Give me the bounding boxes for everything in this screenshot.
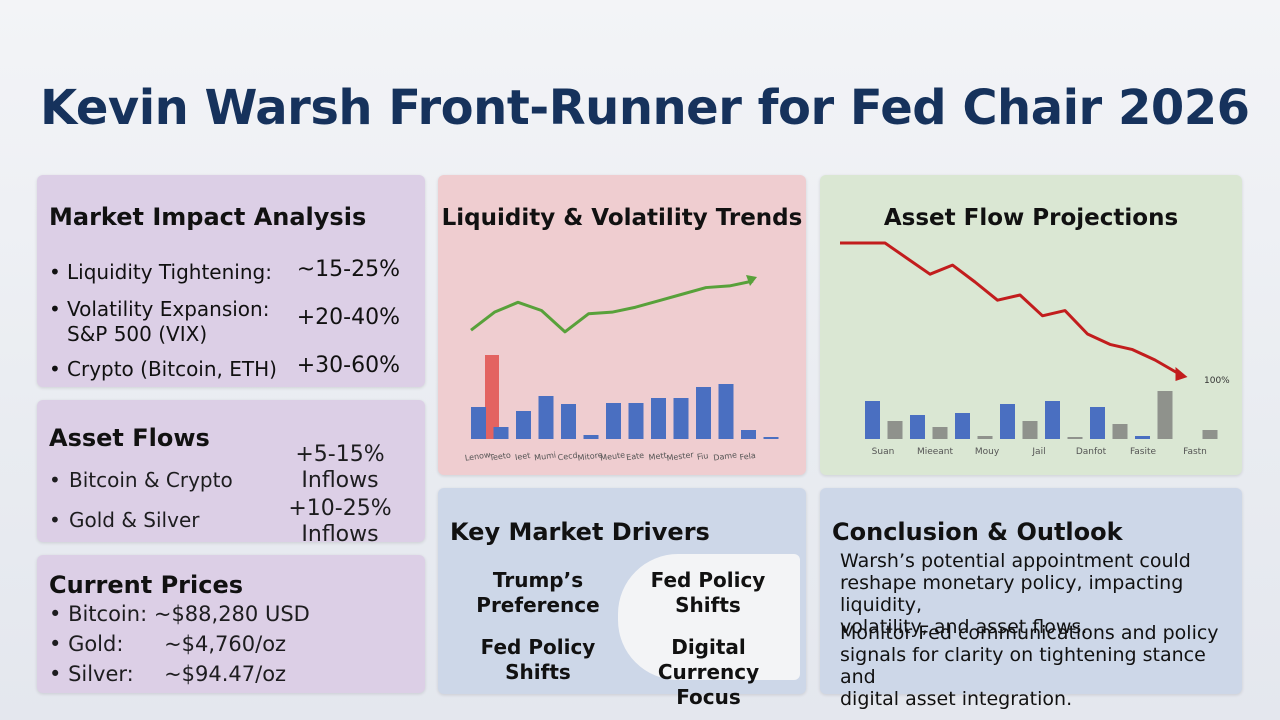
- bar: [538, 396, 554, 439]
- market-row-crypto: • Crypto (Bitcoin, ETH): [49, 357, 277, 381]
- x-tick-label: Eate: [626, 451, 645, 462]
- x-tick-label: Mumi: [534, 451, 557, 463]
- bar: [1000, 404, 1015, 439]
- x-tick-label: Meute: [600, 450, 626, 462]
- bar: [696, 387, 711, 439]
- bar: [763, 437, 779, 439]
- x-tick-label: Jail: [1031, 447, 1045, 457]
- bar: [471, 407, 486, 439]
- trend-arrowhead: [746, 275, 757, 286]
- bar: [887, 421, 903, 439]
- liquidity-chart-title: Liquidity & Volatility Trends: [441, 205, 803, 231]
- bar: [932, 427, 948, 439]
- price-row-bitcoin: • Bitcoin: ~$88,280 USD: [49, 602, 310, 626]
- bar: [1090, 407, 1105, 439]
- bar: [606, 403, 621, 439]
- x-tick-label: Mieeant: [917, 447, 954, 457]
- conclusion-panel: Conclusion & Outlook Warsh’s potential a…: [820, 488, 1242, 710]
- x-tick-label: Ieet: [514, 451, 530, 462]
- asset-flow-chart-title: Asset Flow Projections: [883, 205, 1179, 231]
- market-row-volatility: • Volatility Expansion:: [49, 297, 270, 321]
- x-tick-label: Fasite: [1130, 447, 1157, 457]
- x-tick-label: Mester: [666, 450, 695, 463]
- bar: [865, 401, 880, 439]
- liquidity-chart-panel: Lenow Teeto Ieet Mumi Cecd Mitore Meute Eate Met…: [438, 175, 806, 475]
- flow-value-gold: +10-25% Inflows: [288, 496, 392, 547]
- bar: [1067, 437, 1083, 439]
- x-tick-label: Dame: [713, 450, 738, 462]
- bar: [583, 435, 599, 439]
- bar: [741, 430, 756, 439]
- flow-row-gold: • Gold & Silver: [49, 508, 200, 532]
- asset-flow-chart-panel: 100% Suan Mieeant Mouy Jail Danfot Fasite Fastn…: [820, 175, 1242, 475]
- drivers-panel: Key Market Drivers Trump’s Preference Fe…: [438, 488, 806, 709]
- market-value-volatility: +20-40%: [296, 305, 400, 330]
- projection-arrowhead: [1175, 367, 1188, 381]
- current-prices-panel: Current Prices • Bitcoin: ~$88,280 USD •…: [37, 555, 425, 693]
- market-row-volatility-sub: S&P 500 (VIX): [67, 322, 208, 346]
- bar: [673, 398, 689, 439]
- bar: [561, 404, 576, 439]
- x-tick-label: Lenow: [464, 450, 491, 463]
- market-value-crypto: +30-60%: [296, 353, 400, 378]
- x-tick-label: Teeto: [488, 451, 512, 463]
- bar: [1202, 430, 1218, 439]
- projection-line: [840, 241, 1179, 375]
- bar: [718, 384, 734, 439]
- bar: [651, 398, 666, 439]
- asset-flows-heading: Asset Flows: [49, 424, 210, 452]
- bar: [493, 427, 509, 439]
- asset-flows-panel: Asset Flows • Bitcoin & Crypto +5-15% Inf…: [37, 400, 425, 547]
- current-prices-heading: Current Prices: [49, 571, 244, 599]
- market-impact-panel: Market Impact Analysis • Liquidity Tighte…: [37, 175, 425, 387]
- market-value-liquidity: ~15-25%: [296, 257, 400, 282]
- trend-line: [470, 279, 754, 334]
- bar: [910, 415, 925, 439]
- x-tick-label: Mitore: [577, 450, 603, 462]
- x-tick-label: Fiu: [696, 451, 708, 461]
- price-row-gold: • Gold: ~$4,760/oz: [49, 632, 287, 656]
- highlight-bar: [485, 355, 499, 439]
- asset-flow-chart: 100% Suan Mieeant Mouy Jail Danfot Fasite Fastn: [840, 241, 1230, 457]
- x-tick-label: Danfot: [1076, 447, 1107, 457]
- conclusion-heading: Conclusion & Outlook: [832, 518, 1123, 546]
- bar: [1157, 391, 1173, 439]
- driver-digital-currency: Digital Currency Focus: [657, 635, 760, 709]
- bar: [516, 411, 531, 439]
- driver-trump-preference: Trump’s Preference: [476, 568, 600, 617]
- label-100-percent: 100%: [1204, 376, 1230, 386]
- driver-fed-policy-right: Fed Policy Shifts: [650, 568, 766, 617]
- x-tick-label: Cecd: [557, 451, 578, 463]
- conclusion-paragraph-1: Warsh’s potential appointment could resh…: [840, 550, 1191, 638]
- bar: [977, 436, 993, 439]
- market-row-liquidity: • Liquidity Tightening:: [49, 260, 272, 284]
- conclusion-paragraph-2: Monitor Fed communications and policy si…: [840, 622, 1219, 710]
- bar: [1022, 421, 1038, 439]
- bar: [1112, 424, 1128, 439]
- bar: [1135, 436, 1150, 439]
- market-impact-heading: Market Impact Analysis: [49, 203, 367, 231]
- drivers-right-box: [618, 554, 800, 680]
- bar: [1045, 401, 1060, 439]
- bar: [628, 403, 644, 439]
- bar: [955, 413, 970, 439]
- x-tick-label: Mouy: [975, 447, 1000, 457]
- flow-row-crypto: • Bitcoin & Crypto: [49, 468, 233, 492]
- x-tick-label: Fela: [739, 451, 756, 462]
- page-title: Kevin Warsh Front-Runner for Fed Chair 2…: [40, 80, 1250, 136]
- drivers-heading: Key Market Drivers: [450, 518, 710, 546]
- driver-fed-policy-left: Fed Policy Shifts: [480, 635, 596, 684]
- x-tick-label: Mett: [648, 451, 667, 462]
- flow-value-crypto: +5-15% Inflows: [295, 442, 385, 493]
- x-tick-label: Fastn: [1183, 447, 1207, 457]
- price-row-silver: • Silver: ~$94.47/oz: [49, 662, 287, 686]
- x-tick-label: Suan: [872, 447, 895, 457]
